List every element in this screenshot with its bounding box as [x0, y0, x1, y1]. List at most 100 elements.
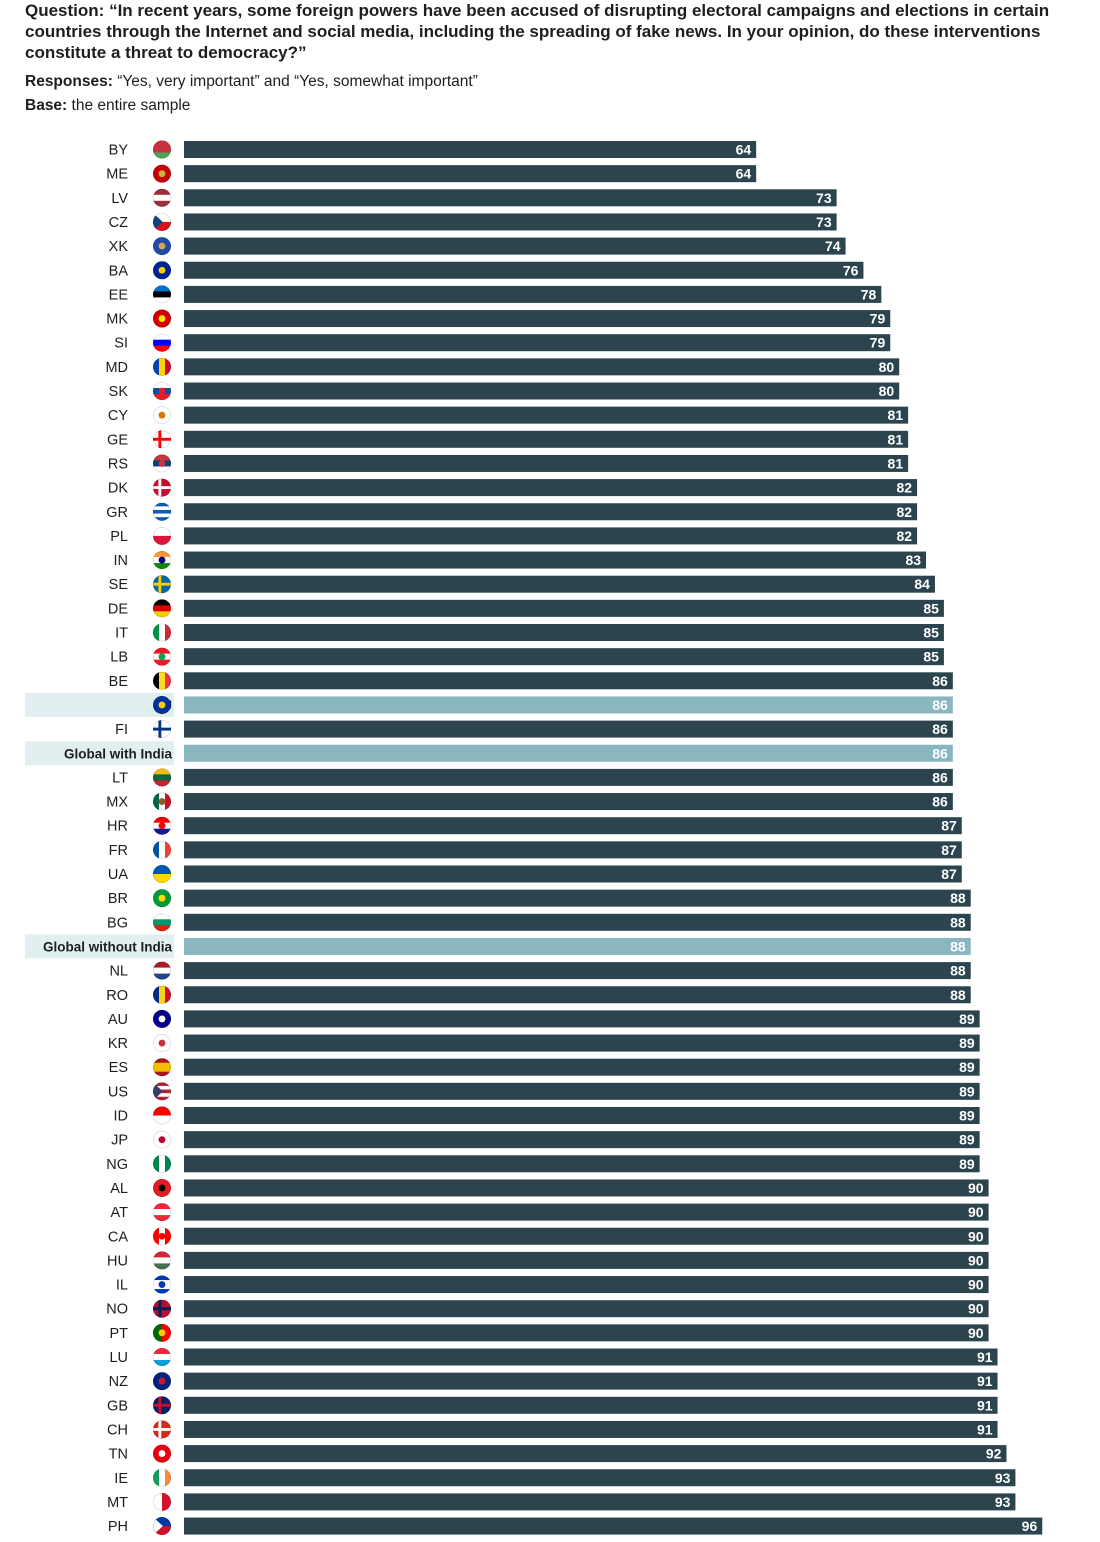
category-label-fr: FR — [109, 843, 128, 859]
hungary-flag-icon — [153, 1251, 171, 1270]
value-label-pt: 90 — [968, 1325, 984, 1341]
value-label-si: 79 — [870, 335, 886, 351]
norway-flag-icon — [153, 1299, 171, 1318]
bar-ph — [184, 1517, 1043, 1535]
germany-flag-icon — [153, 599, 171, 618]
bar-rs — [184, 454, 909, 472]
bar-mk — [184, 310, 891, 328]
category-label-il: IL — [116, 1278, 128, 1294]
moldova-flag-icon — [153, 357, 171, 376]
bar-tn — [184, 1445, 1007, 1463]
bulgaria-flag-icon — [153, 913, 171, 932]
category-label-br: BR — [108, 891, 128, 907]
italy-flag-icon — [153, 623, 171, 642]
category-label-de: DE — [108, 601, 128, 617]
value-label-it: 85 — [923, 625, 939, 641]
category-label-lu: LU — [109, 1350, 128, 1366]
bar-gr — [184, 503, 918, 521]
bar-hr — [184, 817, 962, 835]
category-label-gb: GB — [107, 1398, 128, 1414]
bar-kr — [184, 1034, 980, 1052]
bar-au — [184, 1010, 980, 1028]
category-label-be: BE — [109, 674, 129, 690]
category-label-xk: XK — [109, 239, 129, 255]
category-label-ie: IE — [114, 1471, 128, 1487]
bar-es — [184, 1058, 980, 1076]
france-flag-icon — [153, 840, 171, 859]
montenegro-flag-icon — [153, 164, 171, 183]
bar-se — [184, 575, 935, 593]
bar-xk — [184, 237, 846, 255]
highlight-bg-global-without-india — [25, 934, 174, 959]
value-label-cy: 81 — [888, 407, 904, 423]
portugal-flag-icon — [153, 1323, 171, 1342]
lithuania-flag-icon — [153, 768, 171, 787]
bar-me — [184, 165, 757, 183]
bar-eu — [184, 696, 953, 714]
netherlands-flag-icon — [153, 961, 171, 980]
bar-ro — [184, 986, 971, 1004]
category-label-ba: BA — [109, 263, 129, 279]
finland-flag-icon — [153, 720, 171, 739]
category-label-fi: FI — [115, 722, 128, 738]
bar-it — [184, 624, 944, 641]
bar-nz — [184, 1372, 998, 1390]
latvia-flag-icon — [153, 188, 171, 207]
bar-sk — [184, 382, 900, 400]
bar-by — [184, 141, 757, 158]
poland-flag-icon — [153, 526, 171, 545]
responses-label: Responses: — [25, 73, 113, 90]
bar-il — [184, 1276, 989, 1294]
north-macedonia-flag-icon — [153, 309, 171, 328]
malta-flag-icon — [153, 1492, 171, 1511]
value-label-il: 90 — [968, 1277, 984, 1293]
belarus-flag-icon — [153, 140, 171, 159]
sweden-flag-icon — [153, 575, 171, 594]
albania-flag-icon — [153, 1178, 171, 1197]
value-label-hu: 90 — [968, 1252, 984, 1268]
value-label-me: 64 — [736, 166, 752, 182]
japan-flag-icon — [153, 1130, 171, 1149]
value-label-rs: 81 — [888, 455, 904, 471]
category-label-hu: HU — [107, 1253, 128, 1269]
mexico-flag-icon — [153, 792, 171, 811]
bar-ca — [184, 1227, 989, 1245]
value-label-us: 89 — [959, 1083, 975, 1099]
value-label-ph: 96 — [1022, 1518, 1038, 1534]
croatia-flag-icon — [153, 816, 171, 835]
bar-jp — [184, 1131, 980, 1149]
value-label-xk: 74 — [825, 238, 841, 254]
category-label-lb: LB — [110, 650, 128, 666]
bar-al — [184, 1179, 989, 1197]
category-label-se: SE — [109, 577, 129, 593]
value-label-no: 90 — [968, 1301, 984, 1317]
bar-nl — [184, 962, 971, 980]
category-label-dk: DK — [108, 481, 128, 497]
value-label-se: 84 — [914, 576, 930, 592]
value-label-pl: 82 — [897, 528, 913, 544]
value-label-kr: 89 — [959, 1035, 975, 1051]
value-label-dk: 82 — [897, 480, 913, 496]
category-label-it: IT — [115, 626, 128, 642]
bar-md — [184, 358, 900, 376]
bar-fi — [184, 720, 953, 738]
value-label-lv: 73 — [816, 190, 832, 206]
category-label-no: NO — [106, 1302, 128, 1318]
responses-line: Responses: “Yes, very important” and “Ye… — [25, 70, 1085, 94]
bar-ge — [184, 430, 909, 448]
category-label-pt: PT — [109, 1326, 128, 1342]
question-body: “In recent years, some foreign powers ha… — [25, 1, 1050, 62]
value-label-ba: 76 — [843, 262, 859, 278]
bar-lt — [184, 768, 953, 786]
value-label-ua: 87 — [941, 866, 957, 882]
denmark-flag-icon — [153, 478, 171, 497]
bar-in — [184, 551, 927, 569]
cyprus-flag-icon — [153, 406, 171, 425]
category-label-kr: KR — [108, 1036, 128, 1052]
philippines-flag-icon — [153, 1517, 171, 1536]
category-label-gr: GR — [106, 505, 128, 521]
category-label-me: ME — [106, 167, 128, 183]
czech-flag-icon — [153, 212, 171, 231]
uk-flag-icon — [153, 1396, 171, 1415]
value-label-sk: 80 — [879, 383, 895, 399]
